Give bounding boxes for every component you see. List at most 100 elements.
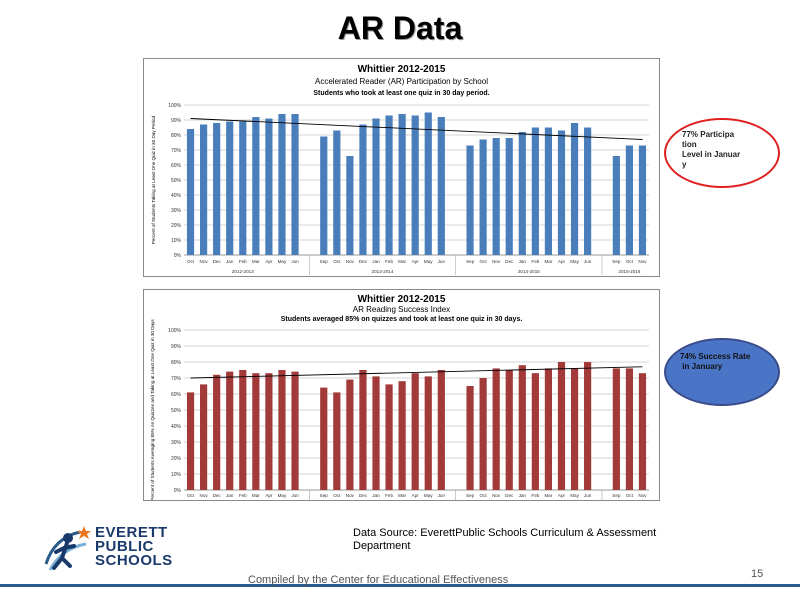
participation-trend-line bbox=[190, 118, 643, 140]
participation-xtick-label: Apr bbox=[265, 259, 273, 264]
participation-bar bbox=[186, 129, 195, 255]
success-bar bbox=[186, 392, 195, 490]
participation-xtick-label: Oct bbox=[187, 259, 195, 264]
participation-bar bbox=[492, 138, 500, 255]
participation-bar bbox=[424, 112, 432, 255]
success-xtick-label: Jan bbox=[226, 493, 234, 498]
success-ytick-label: 90% bbox=[171, 344, 182, 350]
compiled-by-note: Compiled by the Center for Educational E… bbox=[248, 574, 509, 586]
success-bar bbox=[531, 373, 539, 490]
success-bar bbox=[492, 368, 500, 490]
participation-chart-panel: Whittier 2012-2015 Accelerated Reader (AR… bbox=[143, 58, 660, 277]
participation-bar bbox=[346, 156, 354, 255]
success-bar bbox=[278, 370, 286, 490]
participation-bar bbox=[638, 145, 647, 255]
success-bar bbox=[252, 373, 260, 490]
participation-bar bbox=[359, 124, 367, 255]
participation-group-label: 2013-2014 bbox=[372, 269, 394, 274]
participation-bar bbox=[411, 115, 419, 255]
success-bar bbox=[411, 373, 419, 490]
participation-group-label: 2015-2016 bbox=[618, 269, 640, 274]
success-xtick-label: Feb bbox=[531, 493, 539, 498]
participation-xtick-label: Oct bbox=[480, 259, 488, 264]
success-bar bbox=[359, 370, 367, 490]
participation-xtick-label: May bbox=[570, 259, 579, 264]
participation-bar bbox=[570, 123, 579, 255]
participation-ytick-label: 20% bbox=[171, 223, 182, 229]
participation-bar bbox=[505, 138, 513, 255]
success-xtick-label: Jun bbox=[291, 493, 299, 498]
success-bar bbox=[544, 368, 553, 490]
success-bar bbox=[518, 365, 526, 490]
participation-bar bbox=[278, 114, 286, 255]
participation-chart-subtitle: Accelerated Reader (AR) Participation by… bbox=[315, 77, 488, 86]
success-bar bbox=[424, 376, 432, 490]
participation-xtick-label: Oct bbox=[626, 259, 634, 264]
participation-ytick-label: 0% bbox=[174, 253, 182, 259]
participation-bar bbox=[385, 115, 393, 255]
success-xtick-label: Sep bbox=[612, 493, 621, 498]
success-xtick-label: Apr bbox=[265, 493, 273, 498]
success-bar bbox=[213, 374, 221, 490]
success-xtick-label: Nov bbox=[346, 493, 355, 498]
success-xtick-label: Mar bbox=[252, 493, 260, 498]
success-bar bbox=[612, 368, 620, 490]
success-bar bbox=[291, 371, 299, 490]
participation-xtick-label: Nov bbox=[346, 259, 355, 264]
participation-xtick-label: Sep bbox=[612, 259, 621, 264]
participation-chart-subtitle-2: Students who took at least one quiz in 3… bbox=[313, 90, 489, 97]
success-xtick-label: May bbox=[424, 493, 433, 498]
participation-ytick-label: 70% bbox=[171, 148, 182, 154]
success-xtick-label: Mar bbox=[398, 493, 406, 498]
footer-divider bbox=[0, 584, 800, 587]
participation-ytick-label: 10% bbox=[171, 238, 182, 244]
success-ytick-label: 50% bbox=[171, 408, 182, 414]
success-bar bbox=[437, 370, 445, 490]
success-chart-subtitle: AR Reading Success Index bbox=[353, 305, 450, 314]
success-xtick-label: Oct bbox=[333, 493, 341, 498]
logo-line-2: PUBLIC bbox=[95, 538, 154, 555]
success-bar bbox=[385, 384, 393, 490]
success-trend-line bbox=[190, 366, 643, 379]
participation-xtick-label: Mar bbox=[252, 259, 260, 264]
success-xtick-label: Jun bbox=[584, 493, 592, 498]
success-xtick-label: Jan bbox=[519, 493, 527, 498]
success-xtick-label: Oct bbox=[626, 493, 634, 498]
participation-xtick-label: Jun bbox=[291, 259, 299, 264]
participation-xtick-label: Jan bbox=[519, 259, 527, 264]
success-ytick-label: 80% bbox=[171, 360, 182, 366]
success-xtick-label: Apr bbox=[412, 493, 420, 498]
participation-xtick-label: Jun bbox=[584, 259, 592, 264]
success-xtick-label: Apr bbox=[558, 493, 566, 498]
success-xtick-label: Oct bbox=[187, 493, 195, 498]
participation-xtick-label: Nov bbox=[638, 259, 647, 264]
participation-bar bbox=[291, 114, 299, 255]
success-ytick-label: 40% bbox=[171, 424, 182, 430]
success-bar bbox=[200, 384, 208, 490]
runner-star-icon bbox=[44, 526, 91, 571]
success-bar bbox=[570, 368, 579, 490]
success-bar bbox=[226, 371, 234, 490]
success-xtick-label: Oct bbox=[480, 493, 488, 498]
participation-ytick-label: 100% bbox=[168, 103, 181, 109]
participation-xtick-label: Feb bbox=[239, 259, 247, 264]
success-bar bbox=[398, 381, 406, 490]
success-chart-subtitle-2: Students averaged 85% on quizzes and too… bbox=[281, 316, 523, 323]
page-title: AR Data bbox=[337, 10, 463, 46]
participation-xtick-label: Jan bbox=[372, 259, 380, 264]
success-bar bbox=[625, 368, 633, 490]
participation-xtick-label: Sep bbox=[320, 259, 329, 264]
success-xtick-label: Dec bbox=[359, 493, 368, 498]
participation-bar bbox=[466, 145, 474, 255]
participation-ytick-label: 60% bbox=[171, 163, 182, 169]
participation-xtick-label: May bbox=[424, 259, 433, 264]
success-ytick-label: 20% bbox=[171, 456, 182, 462]
participation-xtick-label: Oct bbox=[333, 259, 341, 264]
participation-xtick-label: Dec bbox=[505, 259, 514, 264]
success-ytick-label: 30% bbox=[171, 440, 182, 446]
success-ytick-label: 60% bbox=[171, 392, 182, 398]
participation-group-label: 2012-2013 bbox=[232, 269, 254, 274]
success-xtick-label: Sep bbox=[320, 493, 329, 498]
success-xtick-label: Feb bbox=[385, 493, 393, 498]
